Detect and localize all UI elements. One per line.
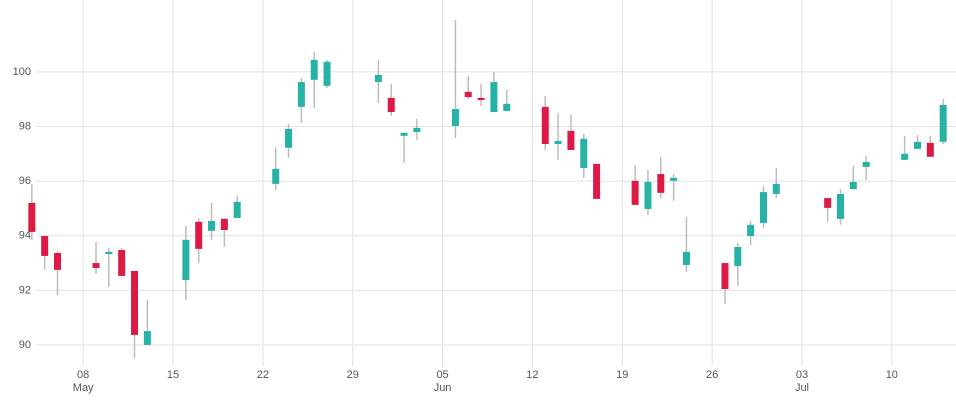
candle-body [721, 263, 729, 289]
candle-body [54, 252, 62, 270]
candle-body [567, 130, 575, 150]
x-tick-label: 08 [77, 369, 89, 381]
candle-body [541, 106, 549, 144]
candle-body [926, 142, 934, 157]
candle-body [644, 181, 652, 209]
candle-body [734, 246, 742, 267]
x-tick-label: 15 [167, 369, 179, 381]
candle-body [747, 224, 755, 237]
candle-body [631, 180, 639, 205]
candle-body [220, 218, 228, 231]
candle-body [28, 202, 36, 232]
candle-body [862, 162, 870, 167]
candle-body [580, 138, 588, 169]
candle-body [143, 331, 151, 345]
candle-body [400, 132, 408, 136]
candle-body [41, 236, 49, 256]
x-tick-label: 19 [616, 369, 628, 381]
candle-body [272, 168, 280, 184]
candle-body [323, 61, 331, 86]
y-tick-label: 98 [19, 120, 31, 132]
y-tick-label: 94 [19, 230, 31, 242]
candle-body [195, 221, 203, 249]
candle-body [451, 109, 459, 126]
candle-body [285, 128, 293, 148]
x-tick-label: 22 [257, 369, 269, 381]
month-label: Jul [795, 382, 809, 394]
candle-body [670, 177, 678, 181]
candle-body [413, 127, 421, 132]
candle-body [208, 220, 216, 231]
y-tick-label: 96 [19, 175, 31, 187]
candle-body [836, 193, 844, 219]
candle-body [233, 201, 241, 218]
candle-body [849, 181, 857, 190]
month-label: Jun [434, 382, 452, 394]
candle-body [182, 239, 190, 280]
y-tick-label: 100 [13, 66, 31, 78]
candle-body [105, 251, 113, 255]
x-tick-label: 12 [526, 369, 538, 381]
y-tick-label: 90 [19, 339, 31, 351]
candle-body [490, 81, 498, 113]
candle-body [554, 140, 562, 144]
month-label: May [73, 382, 94, 394]
candle-body [374, 74, 382, 82]
candle-body [759, 192, 767, 223]
x-tick-label: 29 [347, 369, 359, 381]
x-tick-label: 10 [886, 369, 898, 381]
candle-body [131, 270, 139, 335]
candle-body [772, 183, 780, 194]
candle-body [901, 153, 909, 160]
y-tick-label: 92 [19, 284, 31, 296]
candle-body [913, 141, 921, 149]
candle-body [477, 97, 485, 101]
candle-body [939, 104, 947, 142]
candle-body [657, 174, 665, 193]
candle-body [593, 163, 601, 199]
candle-body [92, 263, 100, 268]
candle-body [464, 91, 472, 98]
candle-body [118, 249, 126, 276]
candle-body [310, 59, 318, 80]
x-tick-label: 26 [706, 369, 718, 381]
candle-body [682, 251, 690, 265]
candle-body [503, 103, 511, 111]
candle-body [824, 198, 832, 208]
candle-body [387, 97, 395, 113]
candle-body [297, 81, 305, 107]
x-tick-label: 03 [796, 369, 808, 381]
x-tick-label: 05 [436, 369, 448, 381]
